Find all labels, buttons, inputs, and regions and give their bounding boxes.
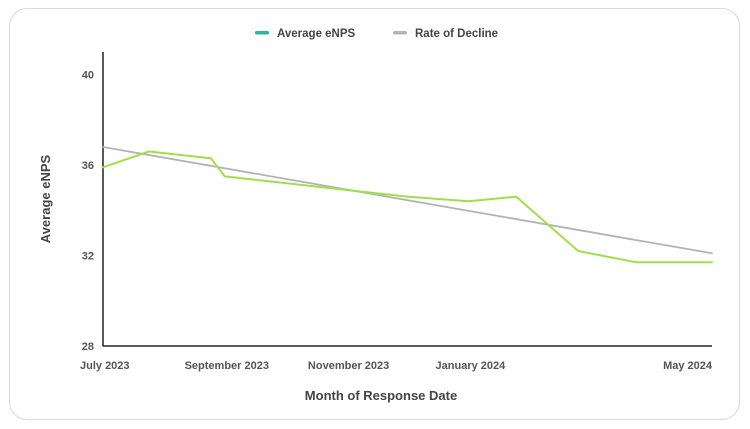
legend-label: Average eNPS: [277, 28, 356, 40]
x-tick-label: September 2023: [185, 360, 269, 372]
legend-swatch: [393, 31, 407, 35]
legend-swatch: [255, 31, 269, 35]
series-lines: [102, 146, 713, 264]
y-tick-labels: 28 32 36 40: [82, 70, 94, 353]
x-tick-label: May 2024: [663, 360, 713, 372]
x-axis-title: Month of Response Date: [305, 388, 457, 403]
y-tick-label: 40: [82, 70, 94, 82]
y-tick-label: 36: [82, 160, 94, 172]
legend-label: Rate of Decline: [415, 28, 498, 40]
y-tick-label: 28: [82, 341, 94, 353]
x-tick-label: November 2023: [308, 360, 389, 372]
legend: Average eNPS Rate of Decline: [255, 28, 498, 40]
chart-card: [9, 8, 740, 420]
series-line-rate-of-decline: [102, 146, 713, 255]
axes: [102, 52, 712, 347]
series-line-average-enps: [102, 150, 713, 264]
y-tick-label: 32: [82, 251, 94, 263]
x-tick-label: January 2024: [436, 360, 507, 372]
x-tick-label: July 2023: [80, 360, 130, 372]
x-tick-labels: July 2023 September 2023 November 2023 Janu…: [80, 360, 713, 372]
y-axis-title: Average eNPS: [38, 154, 53, 243]
